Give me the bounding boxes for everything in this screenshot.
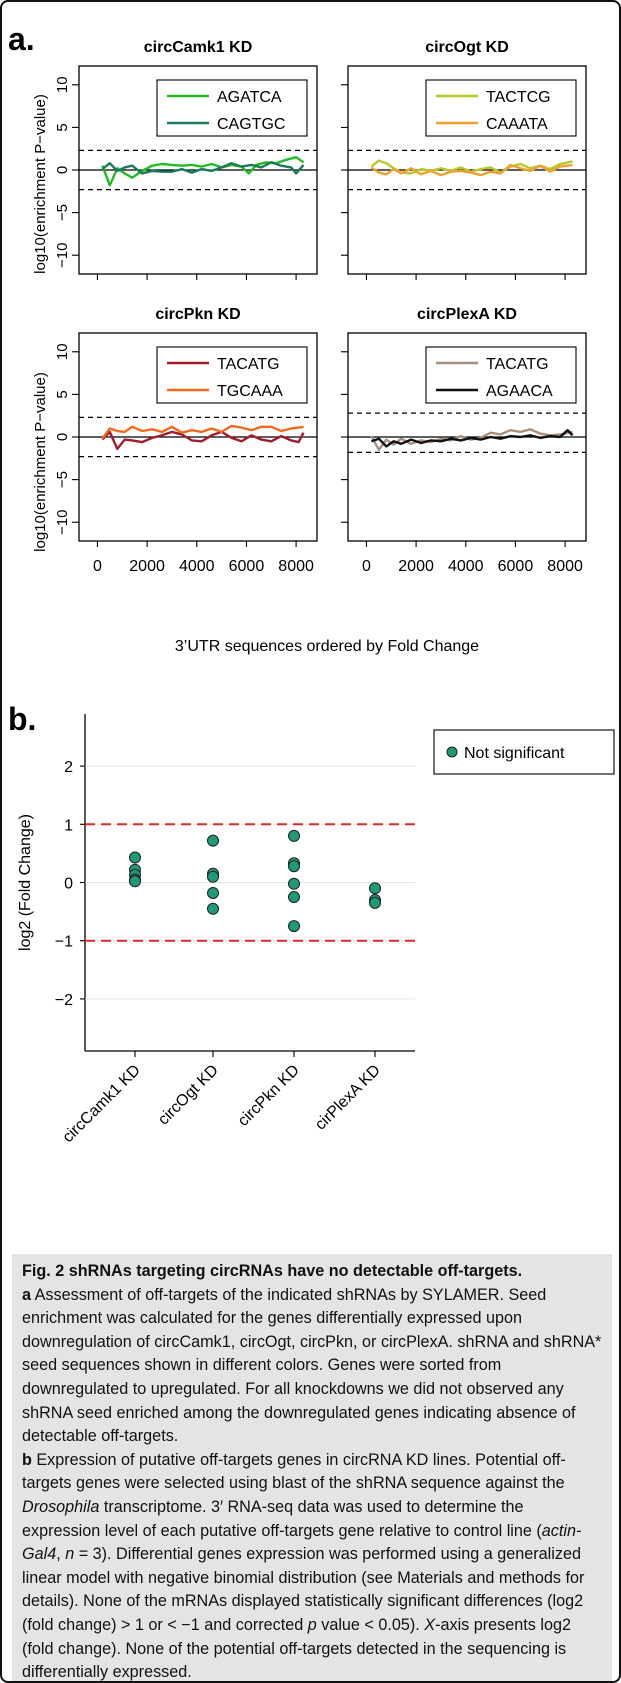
panel-4-legend-box [425,346,577,404]
caption-b-label: b [22,1450,32,1469]
caption-b-text-3: , [56,1545,66,1564]
panel-4-legend-label-1: TACATG [486,356,549,373]
panel-a-ylabel-top: log10(enrichment P−value) [32,94,49,274]
panel-b-label: b. [8,701,36,737]
panel-b-legend-box [433,729,615,775]
panel-2-series-2-line [370,163,573,177]
panel-2-legend-label-2: CAAATA [486,116,548,133]
caption-title: Fig. 2 shRNAs targeting circRNAs have no… [22,1262,523,1280]
caption-b-text-5: value < 0.05). [316,1615,425,1634]
panel-b-point [207,834,219,847]
panel-4-xtick-label: 8000 [547,558,583,575]
panel-3-legend-label-1: TACATG [217,356,280,373]
panel-b-point [207,870,219,883]
panel-b-point [288,891,300,903]
panel-4-xtick-label: 6000 [498,558,534,575]
figure-caption: Fig. 2 shRNAs targeting circRNAs have no… [12,1254,612,1682]
panel-b-point [369,896,381,909]
panel-4-legend-label-2: AGAACA [486,383,553,400]
panel-1-title: circCamk1 KD [144,39,253,56]
panel-b-xtick-label: circOgt KD [155,1062,222,1129]
panel-3-xtick-label: 2000 [129,558,165,575]
panel-4-xtick-label: 0 [362,558,371,575]
panel-b-point [369,882,381,895]
caption-a-label: a [22,1285,32,1304]
panel-3-ytick-label: 0 [54,433,71,441]
panel-1-legend-label-2: CAGTGC [217,116,285,133]
panel-2-title: circOgt KD [425,39,509,56]
panel-b-point [288,877,300,890]
panel-b-xtick-label: circPkn KD [235,1062,303,1130]
caption-a-text: Assessment of off-targets of the indicat… [22,1285,602,1446]
plots-layer: circCamk1 KD1050−5−10AGATCACAGTGCcircOgt… [17,39,615,1146]
panel-1-ytick-label: 5 [54,123,71,131]
panel-b-ytick-label: −2 [55,992,73,1009]
panel-a-xlabel: 3’UTR sequences ordered by Fold Change [175,638,479,655]
panel-b-legend-marker [446,746,458,758]
panel-3-xtick-label: 6000 [229,558,265,575]
panel-3-legend-label-2: TGCAAA [217,383,283,400]
panel-b-point [207,902,219,915]
panel-3-ytick-label: −10 [54,509,71,534]
panel-b-ytick-label: 0 [64,876,73,893]
caption-b-text-1: Expression of putative off-targets genes… [22,1450,566,1493]
caption-b-italic-3: n [65,1545,75,1564]
panel-3-series-2-line [101,424,304,440]
panel-3-series-1-line [101,430,305,451]
panel-b-point [129,875,141,888]
panel-b-xtick-label: circCamk1 KD [60,1062,144,1146]
panel-3-legend-box [156,346,308,404]
panel-1-series-1-line [101,156,305,187]
panel-a-label: a. [8,21,35,57]
panel-b-point [129,851,141,864]
panel-2-legend-box [425,79,577,137]
panel-b-ytick-label: 1 [64,817,73,834]
panel-b-legend-label: Not significant [464,745,565,762]
panel-b-ylabel: log2 (Fold Change) [17,814,34,951]
figure-charts: a. log10(enrichment P−value) log10(enric… [8,21,615,1146]
panel-1-series-2-line [101,161,305,175]
caption-b-text-2: transcriptome. 3′ RNA-seq data was used … [22,1497,542,1540]
panel-1-legend-box [156,79,308,137]
panel-1-ytick-label: 0 [54,166,71,174]
panel-1-ytick-label: 10 [54,76,71,93]
panel-4-series-1-line [370,428,573,451]
caption-b-text-4: = 3). Differential genes expression was … [22,1545,585,1634]
panel-4-series-2-line [371,429,574,448]
panel-3-xtick-label: 8000 [278,558,314,575]
panel-1-legend-label-1: AGATCA [217,89,282,106]
panel-3-xtick-label: 0 [93,558,102,575]
panel-a-ylabel-bottom: log10(enrichment P−value) [32,372,49,552]
panel-4-xtick-label: 2000 [398,558,434,575]
caption-b-text-6: -axis presents log2 (fold change). None … [22,1615,571,1682]
panel-4-xtick-label: 4000 [448,558,484,575]
panel-3-ytick-label: 5 [54,390,71,398]
panel-4-title: circPlexA KD [417,306,517,323]
panel-3-ytick-label: −5 [54,471,71,488]
panel-b-point [288,860,300,873]
panel-b-point [288,829,300,842]
caption-b-italic-2: actin-Gal4 [22,1521,582,1564]
panel-b-point [288,920,300,933]
panel-3-ytick-label: 10 [54,343,71,360]
panel-b-ytick-label: 2 [64,759,73,776]
caption-b-italic-5: X [424,1615,436,1634]
panel-3-title: circPkn KD [155,306,240,323]
panel-b-xtick-label: cirPlexA KD [312,1062,384,1134]
panel-1-ytick-label: −10 [54,242,71,267]
panel-b-ytick-label: −1 [55,934,73,951]
panel-3-xtick-label: 4000 [179,558,215,575]
panel-1-ytick-label: −5 [54,204,71,221]
panel-2-legend-label-1: TACTCG [486,89,551,106]
panel-b-point [207,887,219,899]
caption-b-italic-1: Drosophila [22,1497,100,1516]
caption-b-italic-4: p [307,1615,317,1634]
